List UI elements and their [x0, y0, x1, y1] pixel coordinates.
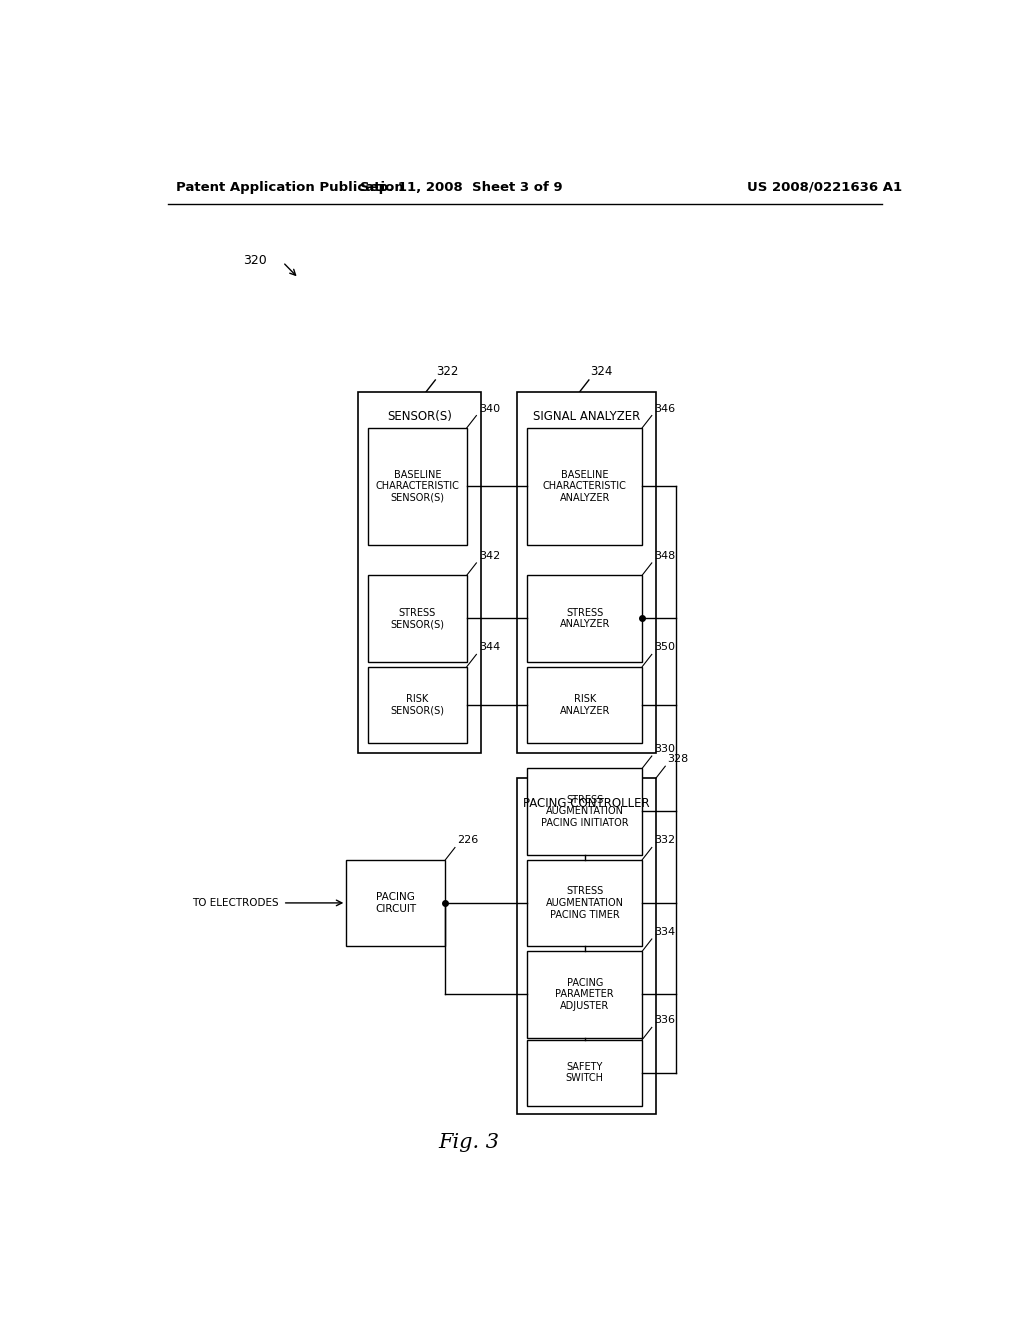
- Text: STRESS
AUGMENTATION
PACING INITIATOR: STRESS AUGMENTATION PACING INITIATOR: [541, 795, 629, 828]
- Text: SENSOR(S): SENSOR(S): [387, 411, 452, 424]
- Text: US 2008/0221636 A1: US 2008/0221636 A1: [748, 181, 902, 194]
- Text: PACING CONTROLLER: PACING CONTROLLER: [523, 797, 649, 809]
- Text: PACING
PARAMETER
ADJUSTER: PACING PARAMETER ADJUSTER: [555, 978, 614, 1011]
- Text: 226: 226: [458, 836, 478, 846]
- Bar: [527, 1040, 642, 1106]
- Text: 342: 342: [479, 550, 500, 561]
- Bar: [527, 576, 642, 661]
- Text: 330: 330: [654, 744, 675, 754]
- Text: RISK
ANALYZER: RISK ANALYZER: [559, 694, 610, 715]
- Bar: [368, 667, 467, 743]
- Bar: [358, 392, 481, 752]
- Text: 328: 328: [668, 754, 689, 764]
- Text: PACING
CIRCUIT: PACING CIRCUIT: [375, 892, 417, 913]
- Text: RISK
SENSOR(S): RISK SENSOR(S): [390, 694, 444, 715]
- Text: BASELINE
CHARACTERISTIC
SENSOR(S): BASELINE CHARACTERISTIC SENSOR(S): [376, 470, 459, 503]
- Text: 322: 322: [436, 364, 459, 378]
- Text: 350: 350: [654, 643, 675, 652]
- Bar: [527, 859, 642, 946]
- Text: STRESS
ANALYZER: STRESS ANALYZER: [559, 607, 610, 630]
- Bar: [527, 768, 642, 854]
- Text: SIGNAL ANALYZER: SIGNAL ANALYZER: [532, 411, 640, 424]
- Bar: [517, 779, 655, 1114]
- Text: Fig. 3: Fig. 3: [438, 1133, 500, 1152]
- Text: 320: 320: [243, 253, 267, 267]
- Bar: [527, 952, 642, 1038]
- Text: 324: 324: [590, 364, 612, 378]
- Bar: [346, 859, 445, 946]
- Text: BASELINE
CHARACTERISTIC
ANALYZER: BASELINE CHARACTERISTIC ANALYZER: [543, 470, 627, 503]
- Bar: [368, 428, 467, 545]
- Text: 334: 334: [654, 927, 675, 937]
- Bar: [517, 392, 655, 752]
- Text: 332: 332: [654, 836, 675, 846]
- Text: 346: 346: [654, 404, 675, 413]
- Text: 340: 340: [479, 404, 500, 413]
- Bar: [527, 667, 642, 743]
- Text: TO ELECTRODES: TO ELECTRODES: [193, 898, 279, 908]
- Text: 348: 348: [654, 550, 676, 561]
- Text: STRESS
AUGMENTATION
PACING TIMER: STRESS AUGMENTATION PACING TIMER: [546, 886, 624, 920]
- Bar: [368, 576, 467, 661]
- Bar: [527, 428, 642, 545]
- Text: SAFETY
SWITCH: SAFETY SWITCH: [565, 1061, 604, 1084]
- Text: 344: 344: [479, 643, 500, 652]
- Text: 336: 336: [654, 1015, 675, 1026]
- Text: STRESS
SENSOR(S): STRESS SENSOR(S): [390, 607, 444, 630]
- Text: Patent Application Publication: Patent Application Publication: [176, 181, 403, 194]
- Text: Sep. 11, 2008  Sheet 3 of 9: Sep. 11, 2008 Sheet 3 of 9: [360, 181, 562, 194]
